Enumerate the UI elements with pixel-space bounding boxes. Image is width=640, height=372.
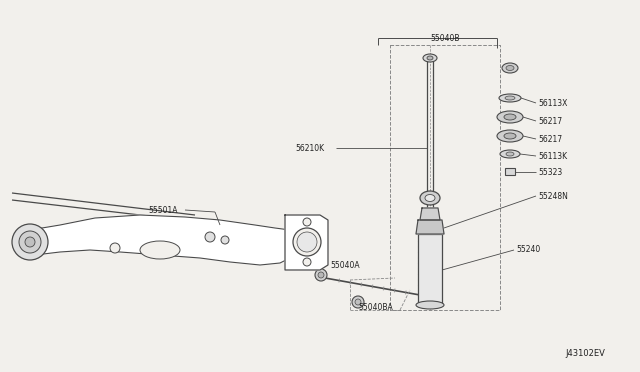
Text: 56113X: 56113X: [538, 99, 568, 108]
Ellipse shape: [506, 65, 514, 71]
Text: 55040A: 55040A: [330, 260, 360, 269]
Circle shape: [293, 228, 321, 256]
Ellipse shape: [506, 152, 514, 156]
Text: 55501A: 55501A: [148, 205, 177, 215]
Circle shape: [355, 299, 361, 305]
Circle shape: [221, 236, 229, 244]
Ellipse shape: [497, 130, 523, 142]
Circle shape: [303, 218, 311, 226]
Ellipse shape: [427, 56, 433, 60]
Text: 55040B: 55040B: [430, 33, 460, 42]
Text: 56210K: 56210K: [295, 144, 324, 153]
Ellipse shape: [502, 63, 518, 73]
Text: 55040BA: 55040BA: [358, 304, 393, 312]
Ellipse shape: [425, 195, 435, 202]
Ellipse shape: [504, 114, 516, 120]
Circle shape: [110, 243, 120, 253]
Polygon shape: [420, 208, 440, 220]
Text: 55248N: 55248N: [538, 192, 568, 201]
Ellipse shape: [500, 150, 520, 158]
Text: 56217: 56217: [538, 116, 562, 125]
Ellipse shape: [420, 191, 440, 205]
Bar: [418, 234, 442, 305]
Polygon shape: [22, 215, 295, 265]
Circle shape: [12, 224, 48, 260]
Circle shape: [318, 272, 324, 278]
Circle shape: [19, 231, 41, 253]
Circle shape: [297, 232, 317, 252]
Circle shape: [205, 232, 215, 242]
Circle shape: [352, 296, 364, 308]
Bar: [505, 168, 515, 175]
Circle shape: [315, 269, 327, 281]
Ellipse shape: [505, 96, 515, 100]
Ellipse shape: [497, 111, 523, 123]
Ellipse shape: [499, 94, 521, 102]
Circle shape: [25, 237, 35, 247]
Text: 56113K: 56113K: [538, 151, 567, 160]
Text: 55323: 55323: [538, 167, 563, 176]
Text: J43102EV: J43102EV: [565, 350, 605, 359]
Text: 56217: 56217: [538, 135, 562, 144]
Polygon shape: [416, 220, 444, 234]
Circle shape: [303, 258, 311, 266]
Ellipse shape: [416, 301, 444, 309]
Ellipse shape: [423, 54, 437, 62]
Text: 55240: 55240: [516, 246, 540, 254]
Ellipse shape: [504, 133, 516, 139]
Ellipse shape: [140, 241, 180, 259]
Polygon shape: [285, 215, 328, 270]
